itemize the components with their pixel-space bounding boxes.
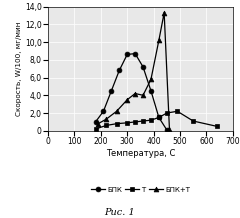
Т xyxy=(115,122,118,125)
Т xyxy=(165,112,168,114)
БПК+Т xyxy=(163,12,166,14)
БПК+Т xyxy=(150,78,152,81)
БПК xyxy=(118,69,121,72)
БПК+Т xyxy=(115,110,118,112)
Line: БПК: БПК xyxy=(93,51,169,132)
Т xyxy=(142,120,144,122)
БПК+Т xyxy=(134,92,137,95)
X-axis label: Температура, С: Температура, С xyxy=(106,149,175,158)
Т xyxy=(94,128,97,130)
Line: БПК+Т: БПК+Т xyxy=(96,10,172,131)
БПК+Т xyxy=(157,39,160,42)
БПК xyxy=(134,52,137,55)
Line: Т: Т xyxy=(93,109,219,131)
БПК+Т xyxy=(142,94,144,97)
БПК xyxy=(110,90,113,92)
Т xyxy=(176,110,179,112)
БПК+Т xyxy=(105,118,108,121)
Legend: БПК, Т, БПК+Т: БПК, Т, БПК+Т xyxy=(88,184,193,196)
БПК xyxy=(94,121,97,123)
БПК+Т xyxy=(168,128,171,130)
Т xyxy=(105,124,108,127)
Т xyxy=(216,125,218,128)
БПК+Т xyxy=(97,122,100,125)
Т xyxy=(157,116,160,119)
Т xyxy=(150,119,152,121)
БПК xyxy=(157,116,160,119)
Т xyxy=(192,120,195,122)
БПК xyxy=(142,66,144,68)
БПК xyxy=(126,53,129,56)
Т xyxy=(126,121,129,124)
Y-axis label: Скорость, W/100, мг/мин: Скорость, W/100, мг/мин xyxy=(16,21,22,116)
Text: Рис. 1: Рис. 1 xyxy=(105,208,135,217)
БПК xyxy=(102,110,105,112)
БПК xyxy=(165,129,168,131)
БПК+Т xyxy=(126,99,129,101)
БПК xyxy=(150,90,152,92)
Т xyxy=(134,121,137,123)
